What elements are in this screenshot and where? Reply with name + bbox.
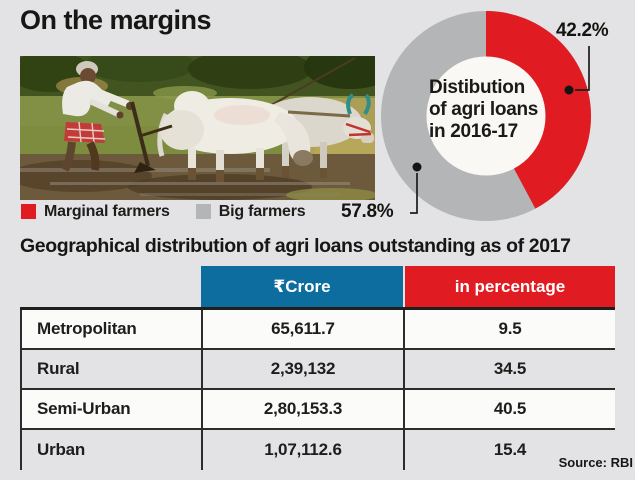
donut-center-label: Distibution of agri loans in 2016-17 [429,77,551,143]
row-crore-value: 1,07,112.6 [201,430,403,470]
row-pct-value: 34.5 [403,350,615,388]
photo-farmer-ploughing [20,56,375,200]
donut-segment-marginal-farmers [381,11,591,221]
row-crore-value: 65,611.7 [201,310,403,348]
row-pct-value: 9.5 [403,310,615,348]
row-label: Urban [20,430,201,470]
donut-center-line3: in 2016-17 [429,121,518,142]
legend-label-big-farmers: Big farmers [218,202,306,220]
legend-label-marginal-farmers: Marginal farmers [44,202,170,220]
table-heading: Geographical distribution of agri loans … [20,235,571,257]
table-header-blank [20,266,201,307]
row-pct-value: 15.4 [403,430,615,470]
table-row-semi-urban: Semi-Urban 2,80,153.3 40.5 [20,390,615,430]
row-label: Semi-Urban [20,390,201,428]
donut-chart [381,11,591,221]
table-header-crore: ₹Crore [201,266,403,307]
table-header-row: ₹Crore in percentage [20,266,615,307]
row-crore-value: 2,39,132 [201,350,403,388]
legend-swatch-marginal-farmers [21,204,36,219]
table-row-metropolitan: Metropolitan 65,611.7 9.5 [20,310,615,350]
table-row-rural: Rural 2,39,132 34.5 [20,350,615,390]
ox-left [157,91,313,182]
page-title: On the margins [20,5,212,35]
donut-hole [426,56,546,176]
row-pct-value: 40.5 [403,390,615,428]
farmer [61,61,134,172]
table-body: Metropolitan 65,611.7 9.5 Rural 2,39,132… [20,307,615,470]
row-crore-value: 2,80,153.3 [201,390,403,428]
legend-swatch-big-farmers [195,204,211,219]
row-label: Metropolitan [20,310,201,348]
row-label: Rural [20,350,201,388]
table-header-percentage: in percentage [403,266,615,307]
geo-distribution-table: ₹Crore in percentage Metropolitan 65,611… [20,266,615,470]
donut-center-line1: Distibution [429,77,525,98]
farmer-oxen-illustration [20,56,375,200]
donut-center-line2: of agri loans [429,99,539,120]
table-row-urban: Urban 1,07,112.6 15.4 [20,430,615,470]
donut-value-marginal: 42.2% [556,20,609,41]
chart-legend: Marginal farmers Big farmers [21,202,306,220]
source-credit: Source: RBI [558,455,633,470]
donut-value-big: 57.8% [341,201,394,222]
